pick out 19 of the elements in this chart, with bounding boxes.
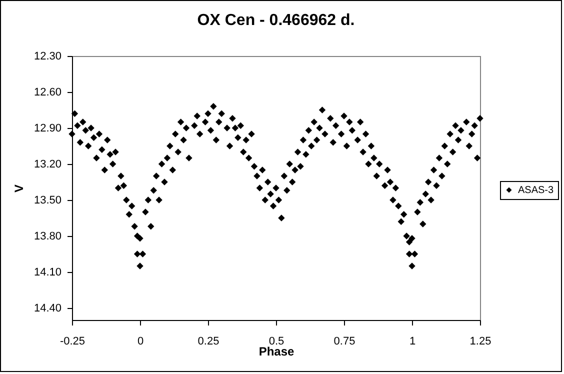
y-tick-label: 12.60 (34, 86, 62, 98)
y-tick-label: 13.80 (34, 230, 62, 242)
x-tick-label: 0.75 (334, 336, 356, 348)
legend-label: ASAS-3 (518, 185, 554, 196)
x-tick-label: 1.25 (470, 336, 492, 348)
x-tick-label: 0 (137, 336, 144, 348)
y-tick-label: 14.10 (34, 266, 62, 278)
y-tick-label: 13.50 (34, 194, 62, 206)
y-axis-title: V (12, 184, 26, 193)
y-tick-label: 14.40 (34, 302, 62, 314)
x-tick-label: -0.25 (60, 336, 86, 348)
x-axis-title: Phase (258, 344, 294, 358)
y-tick-label: 13.20 (34, 158, 62, 170)
y-tick-label: 12.90 (34, 122, 62, 134)
y-tick-label: 12.30 (34, 50, 62, 62)
x-tick-label: 0.5 (268, 336, 284, 348)
x-tick-label: 0.25 (198, 336, 220, 348)
chart-title: OX Cen - 0.466962 d. (197, 12, 355, 29)
x-tick-label: 1 (409, 336, 416, 348)
